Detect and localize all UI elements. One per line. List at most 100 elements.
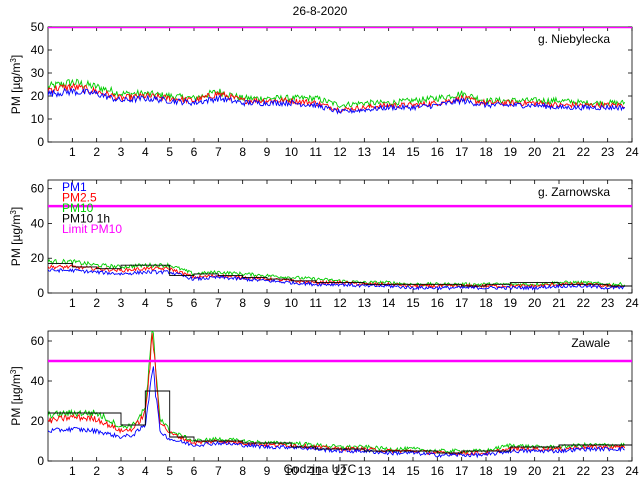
- y-axis-label: PM [µg/m3]: [9, 366, 23, 425]
- x-tick-label: 9: [264, 464, 271, 478]
- series-pm10: [48, 331, 626, 454]
- y-tick-label: 60: [31, 182, 45, 196]
- station-label: g. Zarnowska: [538, 185, 610, 199]
- x-axis-title: Godzina UTC: [283, 462, 357, 476]
- x-tick-label: 2: [93, 464, 100, 478]
- x-tick-label: 18: [479, 464, 493, 478]
- x-tick-label: 21: [552, 145, 566, 159]
- x-tick-label: 5: [166, 145, 173, 159]
- x-tick-label: 12: [333, 145, 347, 159]
- x-tick-label: 11: [309, 464, 322, 478]
- x-tick-label: 13: [358, 145, 372, 159]
- x-tick-label: 12: [333, 296, 347, 310]
- x-tick-label: 10: [285, 464, 299, 478]
- x-tick-label: 12: [333, 464, 347, 478]
- y-axis-label: PM [µg/m3]: [9, 55, 23, 114]
- x-tick-label: 24: [625, 296, 639, 310]
- x-tick-label: 11: [309, 296, 322, 310]
- station-label: Zawale: [571, 336, 610, 350]
- x-tick-label: 6: [191, 296, 198, 310]
- x-tick-label: 23: [601, 296, 615, 310]
- x-tick-label: 5: [166, 464, 173, 478]
- y-tick-label: 20: [31, 414, 45, 428]
- x-tick-label: 13: [358, 464, 372, 478]
- y-tick-label: 20: [31, 89, 45, 103]
- x-tick-label: 7: [215, 145, 222, 159]
- x-tick-label: 7: [215, 296, 222, 310]
- y-tick-label: 10: [31, 112, 45, 126]
- series-pm1: [48, 366, 625, 459]
- legend-entry: PM10: [62, 201, 94, 215]
- x-tick-label: 8: [239, 296, 246, 310]
- x-tick-label: 4: [142, 464, 149, 478]
- x-tick-label: 9: [264, 145, 271, 159]
- x-tick-label: 21: [552, 296, 566, 310]
- y-tick-label: 50: [31, 20, 45, 34]
- y-tick-label: 40: [31, 374, 45, 388]
- y-tick-label: 0: [37, 135, 44, 149]
- x-tick-label: 5: [166, 296, 173, 310]
- x-tick-label: 15: [406, 464, 420, 478]
- x-tick-label: 21: [552, 464, 566, 478]
- legend-entry: PM10 1h: [62, 212, 110, 226]
- x-tick-label: 22: [577, 464, 591, 478]
- figure-title: 26-8-2020: [292, 4, 348, 18]
- x-tick-label: 2: [93, 296, 100, 310]
- x-tick-label: 17: [455, 464, 469, 478]
- y-axis-label: PM [µg/m3]: [9, 207, 23, 266]
- x-tick-label: 14: [382, 464, 396, 478]
- station-label: g. Niebylecka: [538, 32, 610, 46]
- x-tick-label: 20: [528, 464, 542, 478]
- x-tick-label: 15: [406, 145, 420, 159]
- series-pm1: [48, 268, 625, 291]
- x-tick-label: 14: [382, 296, 396, 310]
- x-tick-label: 22: [577, 296, 591, 310]
- x-tick-label: 3: [118, 296, 125, 310]
- x-tick-label: 4: [142, 145, 149, 159]
- x-tick-label: 16: [431, 145, 445, 159]
- x-tick-label: 11: [309, 145, 322, 159]
- x-tick-label: 20: [528, 145, 542, 159]
- x-tick-label: 19: [504, 296, 518, 310]
- x-tick-label: 24: [625, 464, 639, 478]
- x-tick-label: 4: [142, 296, 149, 310]
- axes-box: [47, 179, 633, 294]
- x-tick-label: 3: [118, 464, 125, 478]
- y-tick-label: 20: [31, 251, 45, 265]
- x-tick-label: 18: [479, 145, 493, 159]
- x-tick-label: 15: [406, 296, 420, 310]
- x-tick-label: 22: [577, 145, 591, 159]
- x-tick-label: 19: [504, 464, 518, 478]
- x-tick-label: 2: [93, 145, 100, 159]
- x-tick-label: 1: [69, 464, 76, 478]
- x-tick-label: 3: [118, 145, 125, 159]
- x-tick-label: 23: [601, 145, 615, 159]
- x-tick-label: 10: [285, 296, 299, 310]
- x-tick-label: 17: [455, 296, 469, 310]
- x-tick-label: 6: [191, 145, 198, 159]
- x-tick-label: 19: [504, 145, 518, 159]
- y-tick-label: 40: [31, 43, 45, 57]
- x-tick-label: 10: [285, 145, 299, 159]
- x-tick-label: 20: [528, 296, 542, 310]
- x-tick-label: 8: [239, 464, 246, 478]
- x-tick-label: 9: [264, 296, 271, 310]
- x-tick-label: 24: [625, 145, 639, 159]
- y-tick-label: 60: [31, 334, 45, 348]
- axes-box: [47, 26, 633, 143]
- x-tick-label: 23: [601, 464, 615, 478]
- y-tick-label: 30: [31, 66, 45, 80]
- x-tick-label: 18: [479, 296, 493, 310]
- y-tick-label: 40: [31, 216, 45, 230]
- legend-entry: PM1: [62, 180, 87, 194]
- series-pm10-1h: [48, 390, 632, 454]
- legend-entry: PM2.5: [62, 191, 97, 205]
- series-pm2-5: [48, 264, 625, 289]
- x-tick-label: 14: [382, 145, 396, 159]
